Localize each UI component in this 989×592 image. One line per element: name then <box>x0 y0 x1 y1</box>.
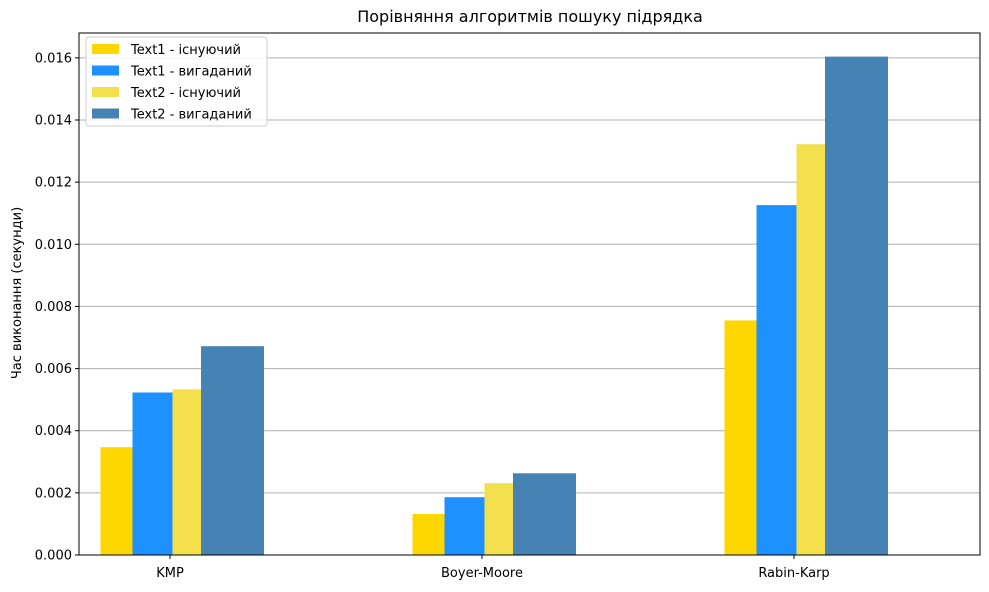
y-tick-label: 0.008 <box>35 300 72 315</box>
x-tick-label: Rabin-Karp <box>758 566 829 581</box>
legend-label: Text2 - існуючий <box>130 86 241 101</box>
legend-box <box>85 36 268 127</box>
bar-rabin-karp-series-4 <box>825 56 888 555</box>
y-tick-label: 0.002 <box>35 486 72 501</box>
x-tick-label: KMP <box>156 566 184 581</box>
chart-title: Порівняння алгоритмів пошуку підрядка <box>357 7 703 26</box>
x-axis-ticks: KMP Boyer-Moore Rabin-Karp <box>156 555 830 581</box>
bar-boyer-moore-series-1 <box>412 513 451 555</box>
legend: Text1 - існуючий Text1 - вигаданий Text2 -… <box>85 36 268 127</box>
legend-swatch <box>92 87 119 97</box>
bar-kmp-series-4 <box>201 346 264 555</box>
legend-swatch <box>92 44 119 54</box>
legend-swatch <box>92 65 119 76</box>
y-axis-label: Час виконання (секунди) <box>10 207 25 379</box>
y-tick-label: 0.010 <box>35 238 72 253</box>
bar-kmp-series-1 <box>100 447 139 555</box>
y-tick-label: 0.006 <box>35 362 72 377</box>
y-tick-label: 0.014 <box>35 114 72 129</box>
y-tick-label: 0.016 <box>35 51 72 66</box>
bars <box>100 56 888 555</box>
x-tick-label: Boyer-Moore <box>441 566 523 581</box>
y-tick-label: 0.004 <box>35 424 72 439</box>
plot-frame <box>78 32 981 556</box>
bar-boyer-moore-series-4 <box>513 473 576 555</box>
legend-label: Text1 - вигаданий <box>130 65 252 80</box>
bar-rabin-karp-series-1 <box>724 320 763 555</box>
legend-label: Text1 - існуючий <box>130 43 241 58</box>
legend-label: Text2 - вигаданий <box>130 108 252 123</box>
y-tick-label: 0.000 <box>35 549 72 564</box>
y-axis-ticks: 0.000 0.002 0.004 0.006 0.008 0.010 0.012 0.014… <box>35 51 79 564</box>
y-tick-label: 0.012 <box>35 176 72 191</box>
legend-swatch <box>92 108 119 119</box>
